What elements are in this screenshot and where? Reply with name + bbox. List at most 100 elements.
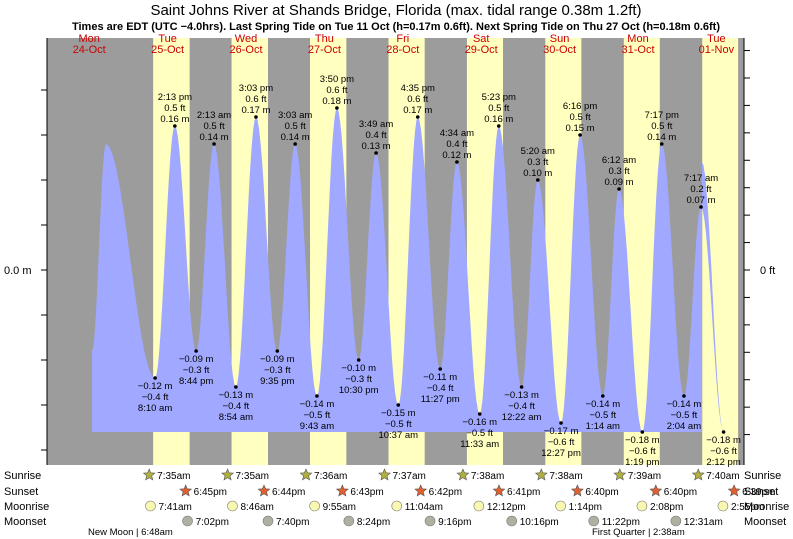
sunrise-icon — [142, 468, 156, 481]
tide-label-time: 9:43 am — [300, 421, 334, 432]
tide-label-ft: 0.2 ft — [690, 184, 711, 195]
tide-label-m: 0.18 m — [322, 96, 351, 107]
sunrise-time: 7:35am — [236, 471, 269, 482]
day-label-date: 31-Oct — [621, 44, 654, 56]
tide-point — [173, 124, 177, 128]
tide-label-time: 3:49 am — [359, 119, 393, 130]
tide-label-m: 0.14 m — [281, 132, 310, 143]
sunrise-icon — [299, 468, 313, 481]
tide-point — [659, 142, 664, 146]
moonrise-time: 9:55am — [323, 502, 356, 513]
tide-label-ft: −0.6 ft — [710, 446, 737, 457]
tide-label-ft: 0.5 ft — [164, 103, 185, 114]
day-label-date: 27-Oct — [308, 44, 341, 56]
tide-label-m: −0.10 m — [341, 363, 376, 374]
tide-point — [153, 376, 157, 380]
tide-label-ft: −0.4 ft — [427, 383, 454, 394]
tide-label-time: 4:34 am — [440, 128, 474, 139]
tide-label-time: 11:33 am — [460, 439, 499, 450]
sunrise-time: 7:36am — [314, 471, 347, 482]
tide-label-m: 0.16 m — [484, 114, 513, 125]
sunrise-icon — [378, 468, 391, 481]
day-label-date: 25-Oct — [151, 44, 184, 56]
tide-label-time: 3:03 pm — [239, 83, 273, 94]
tide-label-time: 12:22 am — [502, 412, 542, 423]
moon-phase-label: First Quarter | 2:38am — [592, 527, 685, 538]
sunset-time: 6:44pm — [272, 487, 305, 498]
tide-point — [682, 394, 686, 398]
moonset-time: 11:22pm — [602, 517, 640, 528]
day-label-date: 01-Nov — [699, 44, 735, 56]
tide-point — [194, 349, 198, 353]
moonrise-icon — [473, 500, 485, 512]
tide-point — [721, 430, 726, 434]
tide-point — [234, 385, 238, 389]
moonrise-time: 2:08pm — [650, 502, 683, 513]
tide-label-time: 1:19 pm — [625, 457, 659, 468]
tide-label-m: −0.18 m — [625, 435, 660, 446]
tide-label-time: 2:13 pm — [158, 92, 192, 103]
moonrise-icon — [309, 500, 320, 512]
tide-label-time: 2:13 am — [197, 110, 231, 121]
row-label-sunset-right: Sunset — [744, 486, 778, 498]
sunrise-icon — [221, 468, 235, 481]
tide-label-time: 5:20 am — [521, 146, 555, 157]
tide-label-time: 1:14 am — [586, 421, 620, 432]
day-label-dow: Thu — [315, 33, 334, 45]
day-label-date: 30-Oct — [543, 44, 576, 56]
tide-label-m: −0.17 m — [544, 426, 579, 437]
tide-label-time: 11:27 pm — [421, 394, 460, 405]
tide-label-m: 0.14 m — [647, 132, 676, 143]
tide-label-time: 3:50 pm — [320, 74, 354, 85]
tide-label-ft: −0.5 ft — [385, 419, 412, 430]
moonset-time: 12:31am — [684, 517, 723, 528]
sunrise-time: 7:38am — [549, 471, 582, 482]
moonrise-time: 2:55pm — [731, 502, 764, 513]
moonrise-icon — [636, 500, 648, 512]
moonset-icon — [588, 515, 600, 527]
tide-label-time: 3:03 am — [278, 110, 312, 121]
tide-label-time: 7:17 pm — [645, 110, 679, 121]
row-label-sunset: Sunset — [4, 486, 38, 498]
tide-label-time: 7:17 am — [684, 173, 718, 184]
moonset-time: 7:40pm — [276, 517, 309, 528]
sunrise-time: 7:40am — [706, 471, 739, 482]
tide-label-ft: 0.4 ft — [366, 130, 387, 141]
tide-label-time: 10:30 pm — [339, 385, 379, 396]
day-label-dow: Fri — [396, 33, 409, 45]
tide-label-ft: 0.6 ft — [245, 94, 266, 105]
tide-labels: −0.12 m−0.4 ft8:10 am2:13 pm0.5 ft0.16 m… — [138, 74, 741, 468]
tide-point — [212, 142, 216, 146]
tide-label-ft: 0.6 ft — [326, 85, 347, 96]
row-label-moonrise-right: Moonrise — [744, 501, 789, 513]
sunset-icon — [257, 484, 271, 497]
sunset-icon — [335, 484, 349, 497]
tide-point — [536, 178, 540, 182]
sunset-time: 6:45pm — [194, 487, 227, 498]
sunset-time: 6:41pm — [507, 487, 540, 498]
tide-label-ft: 0.4 ft — [446, 139, 467, 150]
sunrise-icon — [456, 468, 470, 481]
moonset-time: 9:16pm — [438, 517, 471, 528]
moonset-icon — [343, 515, 355, 527]
sunset-icon — [179, 484, 193, 497]
tide-label-time: 6:16 pm — [563, 101, 597, 112]
tide-label-m: −0.16 m — [462, 417, 497, 428]
moonset-icon — [506, 515, 518, 527]
tide-label-ft: −0.5 ft — [671, 410, 698, 421]
tide-label-m: −0.14 m — [667, 399, 702, 410]
day-label-date: 26-Oct — [229, 44, 262, 56]
sunrise-time: 7:37am — [392, 471, 425, 482]
row-label-moonrise: Moonrise — [4, 501, 49, 513]
moonset-time: 7:02pm — [196, 517, 229, 528]
chart-title: Saint Johns River at Shands Bridge, Flor… — [150, 2, 641, 19]
tide-point — [455, 160, 459, 164]
day-label-dow: Sun — [550, 33, 570, 45]
tide-point — [396, 403, 401, 407]
day-labels: Mon24-OctTue25-OctWed26-OctThu27-OctFri2… — [73, 33, 735, 56]
tide-label-m: 0.16 m — [160, 114, 189, 125]
tide-point — [578, 133, 582, 137]
row-label-moonset-right: Moonset — [744, 516, 786, 528]
tide-label-m: 0.13 m — [362, 141, 391, 152]
day-label-dow: Tue — [158, 33, 177, 45]
